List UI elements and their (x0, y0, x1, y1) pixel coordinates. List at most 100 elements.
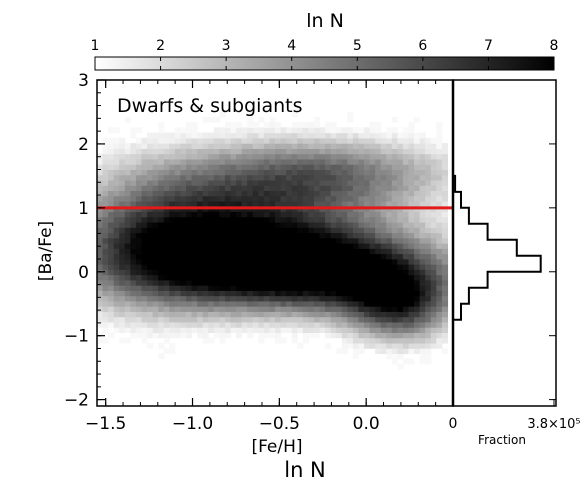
heatmap-cell (391, 353, 398, 360)
heatmap-cell (419, 311, 426, 318)
heatmap-cell (302, 127, 309, 134)
heatmap-cell (108, 190, 115, 197)
heatmap-cell (280, 306, 287, 312)
heatmap-cell (358, 127, 365, 134)
heatmap-cell (397, 216, 404, 223)
heatmap-cell (364, 332, 371, 339)
heatmap-cell (141, 143, 148, 149)
heatmap-cell (224, 137, 232, 144)
heatmap-cell (119, 269, 126, 276)
heatmap-cell (325, 316, 332, 323)
heatmap-cell (419, 232, 426, 239)
heatmap-cell (191, 174, 198, 181)
heatmap-cell (135, 164, 143, 170)
heatmap-cell (325, 279, 332, 286)
heatmap-cell (169, 321, 176, 328)
heatmap-cell (402, 169, 410, 176)
heatmap-cell (230, 248, 237, 255)
heatmap-cell (108, 195, 115, 202)
heatmap-cell (425, 185, 432, 192)
heatmap-cell (224, 327, 232, 333)
heatmap-cell (408, 342, 415, 349)
heatmap-cell (436, 258, 443, 265)
heatmap-cell (191, 237, 198, 244)
heatmap-cell (152, 232, 159, 239)
heatmap-cell (152, 279, 159, 286)
heatmap-cell (441, 185, 449, 192)
heatmap-cell (263, 148, 271, 155)
heatmap-cell (236, 232, 243, 239)
heatmap-cell (436, 269, 443, 276)
heatmap-cell (135, 264, 143, 270)
heatmap-cell (97, 264, 104, 270)
heatmap-cell (241, 321, 248, 328)
heatmap-cell (230, 132, 237, 139)
heatmap-cell (130, 227, 137, 234)
heatmap-cell (325, 290, 332, 297)
heatmap-cell (152, 143, 159, 149)
heatmap-cell (325, 179, 332, 186)
heatmap-cell (275, 127, 282, 134)
heatmap-cell (436, 132, 443, 139)
heatmap-cell (302, 158, 309, 165)
heatmap-cell (291, 306, 298, 312)
heatmap-cell (119, 237, 126, 244)
heatmap-cell (425, 348, 432, 355)
heatmap-cell (375, 185, 382, 192)
heatmap-cell (119, 185, 126, 192)
heatmap-cell (275, 169, 282, 176)
heatmap-cell (436, 227, 443, 234)
heatmap-cell (313, 232, 321, 239)
heatmap-cell (141, 174, 148, 181)
y-tick-label: −2 (64, 391, 89, 411)
heatmap-cell (108, 200, 115, 207)
heatmap-cell (347, 264, 354, 270)
heatmap-cell (397, 332, 404, 339)
heatmap-cell (219, 332, 226, 339)
heatmap-cell (297, 127, 304, 134)
heatmap-cell (369, 258, 376, 265)
heatmap-cell (347, 195, 354, 202)
heatmap-cell (180, 185, 187, 192)
heatmap-cell (280, 258, 287, 265)
heatmap-cell (141, 164, 148, 170)
heatmap-cell (263, 211, 271, 218)
heatmap-cell (286, 164, 293, 170)
heatmap-cell (213, 321, 220, 328)
heatmap-cell (202, 311, 209, 318)
heatmap-cell (341, 169, 348, 176)
heatmap-cell (397, 290, 404, 297)
heatmap-cell (352, 164, 360, 170)
heatmap-cell (130, 327, 137, 333)
heatmap-cell (258, 143, 265, 149)
heatmap-cell (352, 148, 360, 155)
heatmap-cell (375, 248, 382, 255)
heatmap-cell (386, 169, 393, 176)
heatmap-cell (252, 221, 259, 228)
heatmap-cell (402, 153, 410, 160)
heatmap-cell (102, 295, 109, 302)
heatmap-cell (208, 211, 215, 218)
heatmap-cell (375, 200, 382, 207)
heatmap-cell (124, 237, 131, 244)
heatmap-cell (313, 264, 321, 270)
heatmap-cell (247, 300, 254, 307)
heatmap-cell (258, 332, 265, 339)
heatmap-cell (186, 311, 193, 318)
heatmap-cell (224, 232, 232, 239)
heatmap-cell (213, 279, 220, 286)
heatmap-cell (163, 185, 170, 192)
heatmap-cell (186, 332, 193, 339)
heatmap-cell (269, 164, 276, 170)
heatmap-cell (341, 253, 348, 260)
heatmap-cell (364, 243, 371, 249)
heatmap-cell (269, 295, 276, 302)
histogram-x-label: Fraction (478, 433, 526, 447)
heatmap-cell (219, 248, 226, 255)
heatmap-cell (252, 300, 259, 307)
heatmap-cell (97, 311, 104, 318)
heatmap-cell (319, 169, 326, 176)
heatmap-cell (102, 253, 109, 260)
heatmap-cell (219, 279, 226, 286)
